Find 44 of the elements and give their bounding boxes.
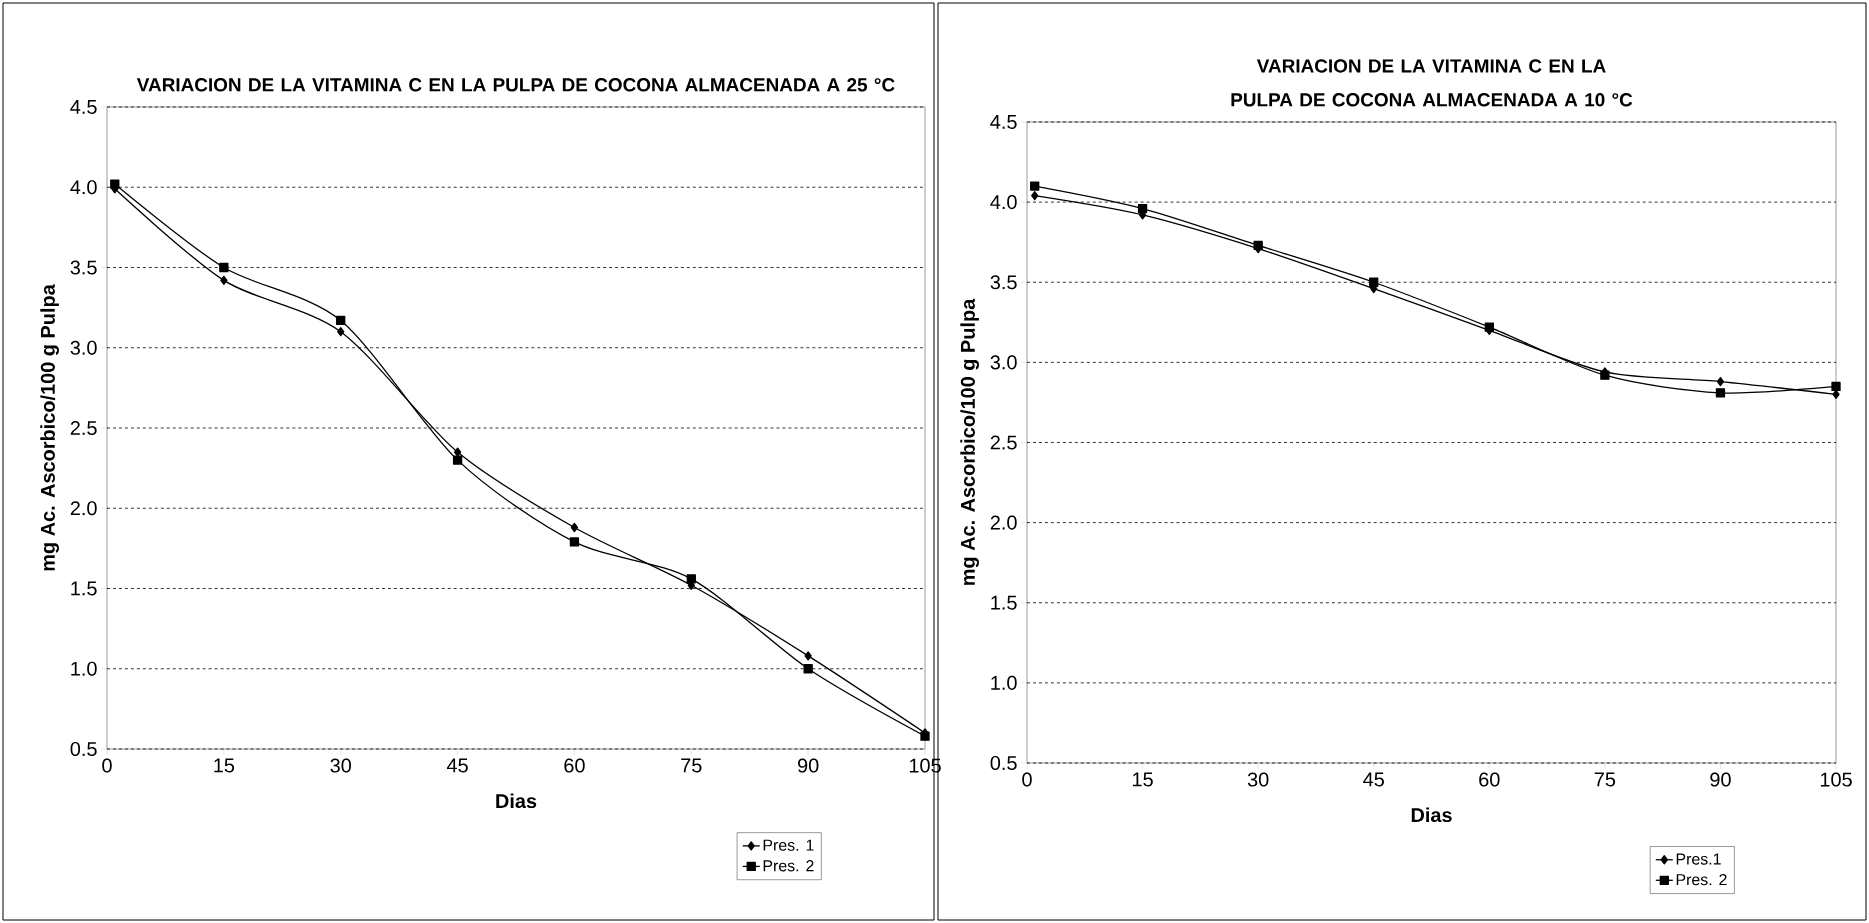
legend-label: Pres. 2 — [763, 860, 814, 872]
legend-label: Pres. 2 — [1676, 873, 1727, 886]
y-tick-label: 4.0 — [990, 195, 1017, 210]
x-tick-label: 45 — [446, 758, 468, 773]
x-tick-label: 105 — [909, 758, 941, 773]
x-tick-label: 75 — [1594, 772, 1616, 787]
y-tick-label: 0.5 — [990, 755, 1017, 771]
x-tick-label: 15 — [214, 758, 235, 773]
x-tick-label: 60 — [1479, 772, 1500, 787]
y-tick-label: 1.5 — [71, 581, 97, 596]
y-tick-label: 4.0 — [70, 180, 97, 195]
chart-title: VARIACION DE LA VITAMINA C EN LA PULPA DE COCONA ALMACENADA A 25 °C — [136, 78, 895, 92]
x-tick-label: 60 — [564, 758, 585, 773]
y-tick-label: 1.0 — [991, 675, 1017, 690]
y-axis-title: mg Ac. Ascorbico/100 g Pulpa — [40, 284, 59, 571]
y-tick-label: 3.0 — [990, 355, 1017, 370]
x-axis-title: Dias — [1411, 807, 1452, 823]
y-axis-title: mg Ac. Ascorbico/100 g Pulpa — [960, 298, 979, 585]
x-tick-label: 15 — [1133, 772, 1153, 787]
chart-title: VARIACION DE LA VITAMINA C EN LA PULPA DE COCONA ALMACENADA A 10 °C — [1231, 59, 1633, 107]
x-tick-label: 30 — [1247, 772, 1269, 787]
x-tick-label: 30 — [330, 758, 352, 773]
y-tick-label: 1.5 — [991, 595, 1017, 610]
y-tick-label: 0.5 — [70, 741, 97, 757]
y-tick-label: 3.5 — [990, 275, 1017, 290]
x-tick-label: 105 — [1820, 772, 1852, 787]
y-tick-label: 3.0 — [70, 340, 97, 355]
y-tick-label: 1.0 — [71, 661, 97, 676]
y-tick-label: 4.5 — [990, 115, 1017, 129]
x-axis-title: Dias — [496, 793, 537, 809]
x-tick-label: 0 — [102, 758, 112, 773]
y-tick-label: 2.5 — [990, 435, 1017, 450]
x-tick-label: 75 — [681, 758, 702, 773]
x-tick-label: 0 — [1022, 772, 1032, 787]
y-tick-label: 4.5 — [70, 100, 97, 114]
legend-label: Pres. 1 — [763, 839, 814, 851]
x-tick-label: 90 — [1710, 772, 1731, 787]
x-tick-label: 45 — [1363, 772, 1384, 787]
legend-label: Pres.1 — [1676, 853, 1721, 865]
y-tick-label: 2.5 — [70, 420, 97, 436]
y-tick-label: 2.0 — [70, 501, 97, 516]
x-tick-label: 90 — [798, 758, 819, 773]
y-tick-label: 3.5 — [70, 260, 97, 275]
y-tick-label: 2.0 — [990, 515, 1017, 530]
